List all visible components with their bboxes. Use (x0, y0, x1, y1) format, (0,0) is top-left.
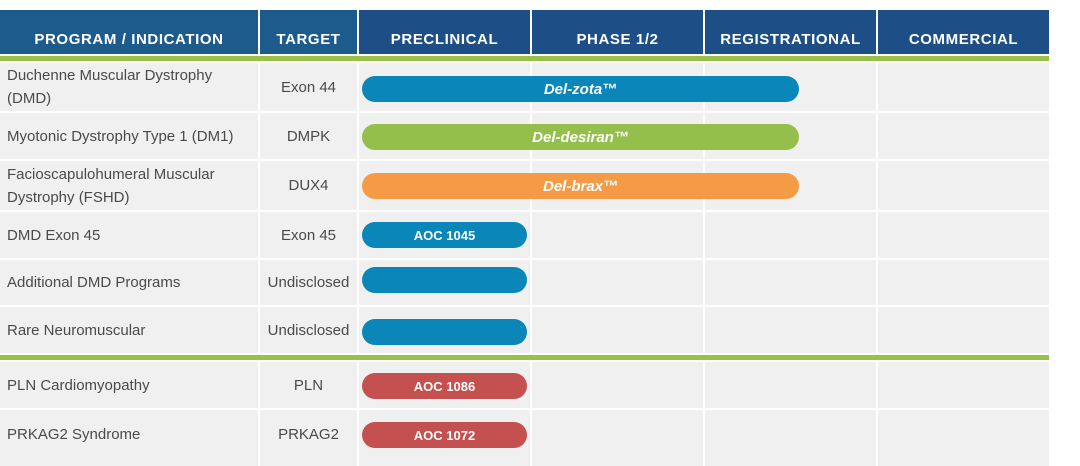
target-label: Exon 44 (260, 63, 357, 111)
target-label: PLN (260, 362, 357, 408)
stage-cell-commercial (878, 63, 1049, 111)
header-program-indication: PROGRAM / INDICATION (0, 10, 258, 54)
target-label: PRKAG2 (260, 410, 357, 466)
progress-bar-additional-dmd (362, 267, 527, 293)
progress-bar-aoc-1072: AOC 1072 (362, 422, 527, 448)
table-row: Facioscapulohumeral Muscular Dystrophy (… (0, 161, 1049, 210)
program-label: Additional DMD Programs (0, 260, 258, 305)
target-label: Exon 45 (260, 212, 357, 258)
header-commercial: COMMERCIAL (878, 10, 1049, 54)
table-row: Rare Neuromuscular Undisclosed (0, 307, 1049, 353)
stage-cell-phase-1-2 (532, 362, 703, 408)
section-divider (0, 355, 1049, 360)
header-phase-1-2: PHASE 1/2 (532, 10, 703, 54)
table-row: Additional DMD Programs Undisclosed (0, 260, 1049, 305)
table-row: PRKAG2 Syndrome PRKAG2 AOC 1072 (0, 410, 1049, 466)
stage-cell-phase-1-2 (532, 410, 703, 466)
table-row: DMD Exon 45 Exon 45 AOC 1045 (0, 212, 1049, 258)
stage-cell-phase-1-2 (532, 307, 703, 353)
stage-cell-phase-1-2 (532, 260, 703, 305)
stage-cell-registrational (705, 410, 876, 466)
table-row: Myotonic Dystrophy Type 1 (DM1) DMPK Del… (0, 113, 1049, 159)
progress-bar-del-zota: Del-zota™ (362, 76, 799, 102)
progress-bar-del-desiran: Del-desiran™ (362, 124, 799, 150)
program-label: Facioscapulohumeral Muscular Dystrophy (… (0, 161, 258, 210)
table-row: Duchenne Muscular Dystrophy (DMD) Exon 4… (0, 63, 1049, 111)
stage-cell-commercial (878, 113, 1049, 159)
progress-bar-rare-neuromuscular (362, 319, 527, 345)
stage-cell-registrational (705, 307, 876, 353)
stage-cell-commercial (878, 161, 1049, 210)
stage-cell-registrational (705, 362, 876, 408)
program-label: Rare Neuromuscular (0, 307, 258, 353)
progress-bar-del-brax: Del-brax™ (362, 173, 799, 199)
stage-cell-registrational (705, 260, 876, 305)
table-row: PLN Cardiomyopathy PLN AOC 1086 (0, 362, 1049, 408)
header-preclinical: PRECLINICAL (359, 10, 530, 54)
top-divider (0, 56, 1049, 61)
stage-cell-phase-1-2 (532, 212, 703, 258)
program-label: PLN Cardiomyopathy (0, 362, 258, 408)
program-label: Duchenne Muscular Dystrophy (DMD) (0, 63, 258, 111)
progress-bar-aoc-1045: AOC 1045 (362, 222, 527, 248)
program-label: Myotonic Dystrophy Type 1 (DM1) (0, 113, 258, 159)
stage-cell-commercial (878, 307, 1049, 353)
program-label: DMD Exon 45 (0, 212, 258, 258)
stage-cell-commercial (878, 410, 1049, 466)
progress-bar-aoc-1086: AOC 1086 (362, 373, 527, 399)
stage-cell-registrational (705, 212, 876, 258)
program-label: PRKAG2 Syndrome (0, 410, 258, 466)
header-target: TARGET (260, 10, 357, 54)
target-label: DUX4 (260, 161, 357, 210)
stage-cell-commercial (878, 212, 1049, 258)
target-label: DMPK (260, 113, 357, 159)
target-label: Undisclosed (260, 307, 357, 353)
target-label: Undisclosed (260, 260, 357, 305)
header-registrational: REGISTRATIONAL (705, 10, 876, 54)
stage-cell-commercial (878, 260, 1049, 305)
stage-cell-commercial (878, 362, 1049, 408)
